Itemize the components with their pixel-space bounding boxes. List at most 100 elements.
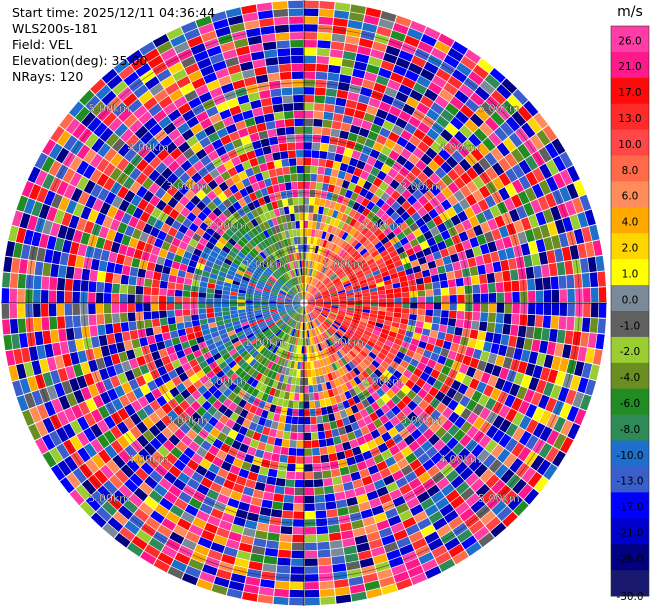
gate-cell (222, 307, 230, 312)
gate-cell (225, 7, 242, 18)
gate-cell (78, 401, 91, 416)
gate-cell (446, 325, 456, 335)
gate-cell (40, 290, 49, 303)
gate-cell (110, 241, 121, 254)
gate-cell (434, 167, 447, 179)
gate-cell (314, 368, 320, 377)
gate-cell (56, 180, 69, 196)
gate-cell (440, 280, 449, 289)
gate-cell (249, 358, 257, 367)
gate-cell (330, 274, 338, 281)
gate-cell (323, 257, 330, 266)
gate-cell (410, 504, 424, 517)
gate-cell (167, 316, 176, 325)
gate-cell (144, 392, 156, 404)
gate-cell (133, 248, 143, 260)
gate-cell (262, 105, 274, 115)
gate-cell (277, 306, 285, 309)
gate-cell (277, 365, 284, 374)
gate-cell (317, 246, 322, 255)
gate-cell (388, 267, 397, 275)
gate-cell (369, 313, 378, 319)
gate-cell (519, 279, 528, 291)
gate-cell (255, 381, 263, 391)
gate-cell (112, 80, 128, 96)
gate-cell (337, 238, 345, 247)
gate-cell (417, 206, 428, 218)
gate-cell (307, 305, 314, 310)
gate-cell (500, 468, 515, 484)
gate-cell (117, 372, 128, 385)
gate-cell (325, 88, 338, 97)
gate-cell (347, 132, 359, 142)
gate-cell (285, 299, 293, 302)
gate-cell (536, 352, 546, 367)
gate-cell (377, 314, 386, 320)
gate-cell (302, 291, 304, 300)
gate-cell (380, 145, 392, 157)
gate-cell (62, 239, 72, 254)
gate-cell (230, 524, 244, 535)
gate-cell (319, 325, 325, 333)
gate-cell (288, 158, 297, 166)
gate-cell (548, 328, 558, 343)
gate-cell (373, 418, 383, 429)
gate-cell (341, 322, 350, 329)
gate-cell (385, 196, 396, 207)
gate-cell (297, 293, 302, 300)
gate-cell (319, 573, 334, 582)
gate-cell (183, 347, 193, 356)
gate-cell (106, 333, 116, 345)
gate-cell (307, 303, 316, 306)
gate-cell (352, 527, 366, 538)
gate-cell (368, 336, 378, 344)
gate-cell (496, 303, 505, 313)
gate-cell (356, 493, 369, 504)
gate-cell (292, 286, 298, 294)
gate-cell (152, 531, 169, 545)
gate-cell (592, 240, 603, 256)
gate-cell (83, 337, 93, 350)
gate-cell (222, 352, 231, 361)
gate-cell (151, 303, 159, 311)
gate-cell (107, 517, 124, 532)
gate-cell (120, 274, 129, 285)
gate-cell (575, 303, 583, 317)
gate-cell (454, 327, 463, 336)
gate-cell (76, 416, 90, 431)
gate-cell (459, 172, 472, 185)
gate-cell (452, 522, 468, 537)
gate-cell (203, 72, 218, 84)
gate-cell (445, 469, 459, 483)
gate-cell (267, 72, 280, 82)
gate-cell (479, 321, 488, 332)
gate-cell (257, 82, 270, 92)
gate-cell (373, 159, 384, 170)
gate-cell (143, 48, 160, 63)
gate-cell (264, 178, 273, 187)
gate-cell (290, 261, 295, 270)
gate-cell (223, 408, 234, 419)
gate-cell (579, 194, 592, 211)
gate-cell (432, 316, 441, 325)
gate-cell (324, 493, 336, 502)
gate-cell (125, 246, 136, 258)
gate-cell (307, 301, 316, 303)
gate-cell (201, 400, 212, 411)
gate-cell (380, 212, 390, 223)
gate-cell (311, 269, 315, 277)
gate-cell (167, 409, 179, 422)
gate-cell (34, 170, 48, 187)
gate-cell (311, 150, 320, 159)
gate-cell (298, 292, 303, 300)
gate-cell (450, 475, 465, 489)
gate-cell (296, 228, 301, 237)
gate-cell (283, 284, 290, 291)
gate-cell (395, 117, 408, 129)
gate-cell (299, 306, 303, 314)
gate-cell (83, 372, 95, 386)
gate-cell (583, 303, 591, 318)
gate-cell (369, 224, 379, 234)
gate-cell (72, 303, 80, 316)
gate-cell (370, 291, 378, 296)
